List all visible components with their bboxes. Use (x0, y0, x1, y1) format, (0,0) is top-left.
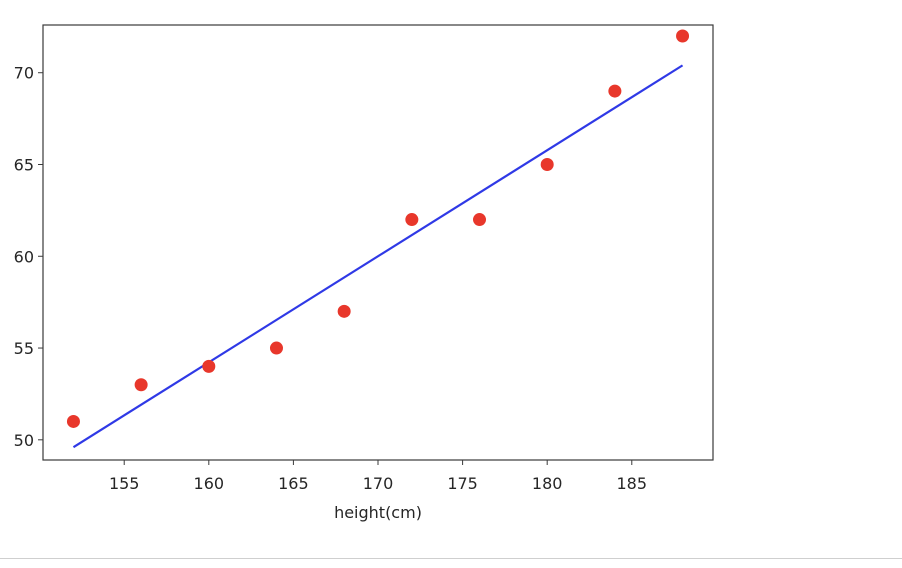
x-tick-label: 180 (532, 474, 563, 493)
x-tick-label: 165 (278, 474, 309, 493)
fit-line (72, 64, 684, 449)
data-point (676, 29, 690, 43)
y-tick-label: 60 (14, 247, 34, 266)
x-tick-label: 175 (447, 474, 478, 493)
data-point (608, 84, 622, 98)
series-layer (66, 29, 690, 449)
y-tick-label: 65 (14, 155, 34, 174)
bottom-divider (0, 558, 902, 559)
data-point (202, 359, 216, 373)
y-axis-ticks: 50 55 60 65 70 (14, 64, 43, 450)
data-point (66, 414, 80, 428)
data-point (405, 213, 419, 227)
y-tick-label: 55 (14, 339, 34, 358)
data-point (540, 157, 554, 171)
data-point (269, 341, 283, 355)
x-axis-ticks: 155 160 165 170 175 180 185 (109, 460, 647, 493)
x-tick-label: 160 (194, 474, 225, 493)
x-axis-label: height(cm) (334, 503, 422, 522)
data-point (473, 213, 487, 227)
y-tick-label: 70 (14, 64, 34, 83)
y-tick-label: 50 (14, 431, 34, 450)
plot-frame (42, 24, 714, 461)
x-tick-label: 185 (617, 474, 648, 493)
x-tick-label: 170 (363, 474, 394, 493)
x-tick-label: 155 (109, 474, 140, 493)
data-point (134, 378, 148, 392)
data-point (337, 304, 351, 318)
